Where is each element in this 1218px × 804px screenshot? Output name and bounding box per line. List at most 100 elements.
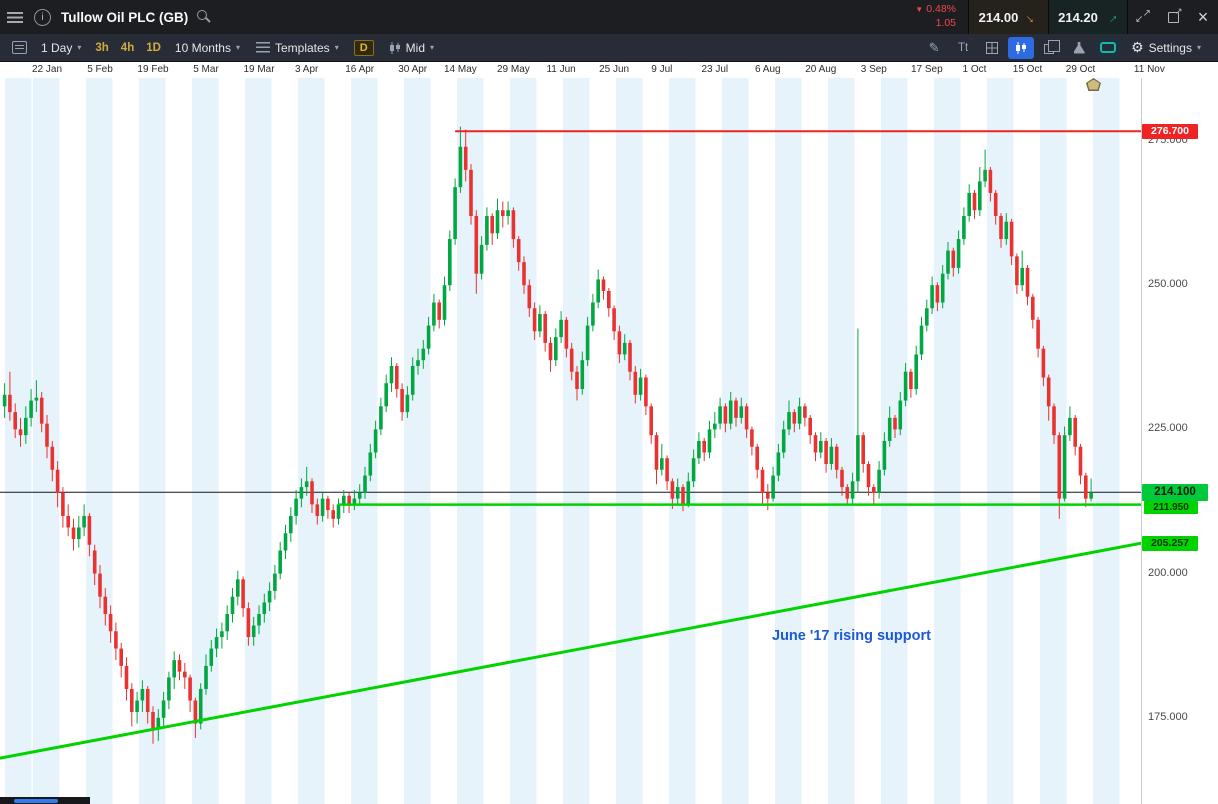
candle-body [400, 389, 404, 413]
event-marker-icon[interactable] [1086, 78, 1101, 91]
candle-body [426, 325, 431, 349]
chevron-down-icon: ▾ [334, 43, 339, 52]
timeframe-4h-button[interactable]: 4h [120, 41, 135, 54]
candle-body [278, 550, 282, 574]
candle-body [649, 406, 653, 436]
search-icon[interactable] [197, 9, 212, 25]
candle-body [495, 210, 500, 234]
timeframe-1d-button[interactable]: 1D [146, 41, 161, 54]
candle-body [1057, 435, 1062, 499]
candle-body [644, 377, 648, 407]
candle-body [204, 665, 208, 689]
flask-icon [1073, 41, 1085, 54]
x-axis-label: 19 Feb [137, 64, 169, 75]
range-dropdown[interactable]: 10 Months ▾ [168, 37, 247, 59]
candle-body [628, 342, 632, 372]
candle-body [177, 660, 182, 672]
candle-body [151, 712, 155, 730]
candle-body [342, 495, 346, 505]
candle-body [304, 481, 309, 488]
candle-body [135, 700, 139, 713]
down-triangle-icon: ▼ [915, 5, 924, 15]
rising-trendline[interactable] [0, 541, 1141, 760]
candle-body [569, 348, 574, 372]
candle-body [463, 146, 468, 170]
candle-body [198, 688, 203, 724]
candle-body [421, 348, 426, 361]
settings-dropdown[interactable]: ⚙ Settings ▾ [1124, 37, 1208, 59]
popout-button[interactable]: ↗ [1158, 0, 1188, 34]
candle-body [808, 417, 812, 436]
grid-toggle-button[interactable] [979, 37, 1005, 59]
candle-body [145, 688, 150, 713]
candle-body [18, 429, 23, 436]
candle-body [405, 394, 410, 413]
templates-dropdown[interactable]: Templates ▾ [249, 37, 346, 59]
menu-button[interactable] [0, 0, 30, 34]
candle-body [914, 354, 918, 390]
candle-body [236, 579, 240, 597]
candle-body [511, 210, 516, 240]
candle-body [903, 371, 908, 401]
price-basis-dropdown[interactable]: Mid ▾ [382, 37, 441, 59]
candle-body [61, 492, 65, 516]
chevron-down-icon: ▾ [235, 43, 240, 52]
x-axis-label: 11 Jun [546, 64, 576, 75]
sell-button[interactable]: 214.00 → [968, 0, 1048, 34]
resolution-badge[interactable]: D [353, 39, 374, 56]
candle-body [1089, 492, 1093, 499]
candle-body [469, 169, 473, 216]
candlestick-plot[interactable] [0, 62, 1141, 804]
interval-dropdown[interactable]: 1 Day ▾ [34, 37, 88, 59]
chart-area[interactable]: 22 Jan 5 Feb 19 Feb 5 Mar 19 Mar 3 Apr 16 Apr 3… [0, 62, 1218, 804]
scrollbar-thumb[interactable] [14, 798, 58, 803]
candle-body [103, 596, 108, 614]
candle-body [241, 579, 245, 609]
text-tool-button[interactable]: Tt [950, 37, 976, 59]
watchlist-button[interactable] [6, 37, 32, 59]
candle-body [819, 440, 823, 453]
popout-icon: ↗ [1167, 6, 1183, 23]
rectangle-icon [1100, 42, 1117, 53]
candle-body [956, 239, 961, 268]
candle-body [548, 342, 553, 361]
candle-body [1004, 221, 1009, 240]
info-icon[interactable]: i [34, 8, 51, 26]
list-icon [11, 41, 27, 54]
candle-body [898, 400, 903, 430]
instrument-title: Tullow Oil PLC (GB) [61, 9, 189, 25]
horizontal-scrollbar[interactable] [0, 797, 90, 804]
candle-body [596, 279, 600, 303]
candle-body [501, 210, 505, 216]
buy-button[interactable]: 214.20 → [1048, 0, 1128, 34]
compare-button[interactable] [1037, 37, 1063, 59]
indicators-button[interactable] [1066, 37, 1092, 59]
candle-body [299, 487, 304, 499]
layers-icon [1043, 40, 1060, 54]
frame-tool-button[interactable] [1095, 36, 1122, 59]
timeframe-3h-button[interactable]: 3h [95, 41, 109, 54]
candle-body [607, 290, 611, 309]
candle-body [1031, 296, 1035, 320]
candle-body [140, 688, 145, 701]
candle-body [766, 492, 770, 499]
candle-body [591, 302, 595, 326]
chart-type-button[interactable] [1008, 36, 1035, 59]
candle-body [214, 637, 219, 649]
draw-tool-button[interactable]: ✎ [921, 37, 947, 59]
price-axis[interactable]: 276.700 214.100 211.950 205.257 275.000 2… [1141, 62, 1218, 804]
candle-body [188, 677, 192, 701]
event-marker-fill [1087, 79, 1100, 90]
pencil-icon: ✎ [928, 39, 940, 55]
candle-body [728, 400, 733, 424]
candle-body [320, 498, 325, 516]
candle-body [289, 515, 293, 534]
candle-body [82, 515, 86, 528]
candle-body [564, 319, 569, 349]
candle-body [993, 192, 998, 216]
candle-body [384, 383, 388, 407]
close-button[interactable]: × [1197, 6, 1209, 27]
candle-body [251, 625, 256, 638]
expand-button[interactable]: ↗ ↙ [1128, 0, 1158, 34]
candle-body [887, 417, 892, 441]
